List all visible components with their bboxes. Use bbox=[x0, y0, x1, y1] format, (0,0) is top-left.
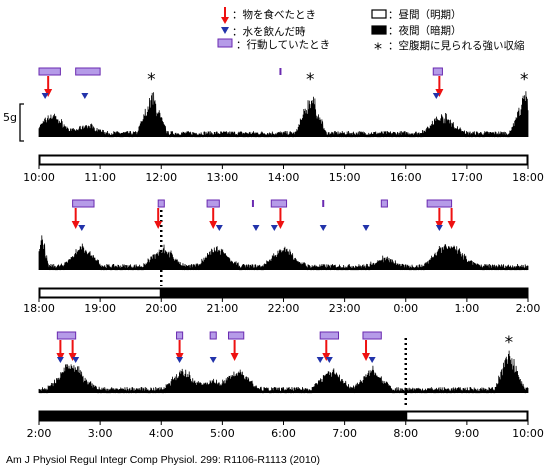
tick-label: 2:00 bbox=[27, 427, 52, 440]
drink-marker bbox=[215, 225, 223, 231]
eat-arrow-head bbox=[209, 221, 218, 229]
activity-marker bbox=[72, 199, 95, 208]
tick-label: 4:00 bbox=[149, 427, 174, 440]
legend-night: ：夜間（暗期） bbox=[388, 24, 462, 37]
light-period-bar bbox=[40, 289, 160, 297]
contraction-asterisk: * bbox=[306, 70, 315, 90]
contraction-asterisk: * bbox=[147, 70, 156, 90]
drink-marker bbox=[432, 93, 440, 99]
tick-label: 14:00 bbox=[268, 171, 300, 184]
tick-label: 8:00 bbox=[393, 427, 418, 440]
drink-marker bbox=[209, 357, 217, 363]
activity-marker bbox=[362, 331, 382, 340]
activity-marker bbox=[176, 331, 184, 340]
legend: ：物を食べたとき ：水を飲んだ時 ：行動していたとき ：昼間（明期） ：夜間（暗… bbox=[217, 7, 525, 58]
activity-marker bbox=[38, 67, 61, 76]
drink-marker bbox=[72, 357, 80, 363]
eat-arrow-icon bbox=[221, 7, 229, 24]
light-period-bar bbox=[40, 156, 527, 164]
activity-marker bbox=[157, 199, 165, 208]
tick-label: 23:00 bbox=[329, 302, 361, 315]
tick-label: 19:00 bbox=[84, 302, 116, 315]
tick-label: 9:00 bbox=[455, 427, 480, 440]
citation: Am J Physiol Regul Integr Comp Physiol. … bbox=[6, 454, 320, 466]
tick-label: 2:00 bbox=[516, 302, 541, 315]
tick-label: 5:00 bbox=[210, 427, 235, 440]
tick-label: 15:00 bbox=[329, 171, 361, 184]
legend-drink: ：水を飲んだ時 bbox=[232, 25, 306, 38]
activity-marker bbox=[319, 331, 340, 340]
contraction-asterisk: * bbox=[505, 333, 513, 353]
panel-2: 18:00 19:00 20:00 21:00 22:00 23:00 0:00 1:00 2:… bbox=[23, 199, 541, 315]
tick-label: 18:00 bbox=[23, 302, 55, 315]
panel-1: 10:00 11:00 12:00 13:00 14:00 15:00 16:00 17:00… bbox=[23, 67, 544, 184]
legend-eat: ：物を食べたとき bbox=[232, 8, 316, 21]
eat-arrow-head bbox=[154, 221, 163, 229]
tick-label: 12:00 bbox=[145, 171, 177, 184]
dark-box-icon bbox=[371, 25, 387, 35]
eat-arrow-head bbox=[71, 221, 80, 229]
tick-label: 20:00 bbox=[145, 302, 177, 315]
drink-marker bbox=[81, 93, 89, 99]
light-box-icon bbox=[371, 9, 387, 19]
tick-label: 0:00 bbox=[393, 302, 418, 315]
activity-marker bbox=[270, 199, 288, 208]
drink-marker bbox=[252, 225, 260, 231]
eat-arrow-head bbox=[362, 353, 371, 361]
drink-marker bbox=[325, 357, 333, 363]
panel-3: 2:00 3:00 4:00 5:00 6:00 7:00 8:00 9:00 10:00 * bbox=[27, 331, 544, 440]
tick-label: 16:00 bbox=[390, 171, 422, 184]
scale-bar: 5g bbox=[3, 103, 24, 142]
activity-marker bbox=[206, 199, 220, 208]
trace bbox=[38, 235, 529, 271]
drink-marker bbox=[41, 93, 49, 99]
legend-active: ：行動していたとき bbox=[236, 38, 330, 51]
trace bbox=[38, 350, 529, 394]
panels: 10:00 11:00 12:00 13:00 14:00 15:00 16:00 17:00… bbox=[23, 67, 544, 440]
activity-marker bbox=[209, 331, 217, 340]
tick-label: 10:00 bbox=[23, 171, 55, 184]
tick-label: 21:00 bbox=[207, 302, 239, 315]
activity-marker bbox=[56, 331, 77, 340]
tick-label: 13:00 bbox=[207, 171, 239, 184]
drink-marker bbox=[319, 225, 327, 231]
tick-label: 18:00 bbox=[512, 171, 544, 184]
drink-marker bbox=[78, 225, 86, 231]
tick-label: 6:00 bbox=[271, 427, 296, 440]
activity-marker bbox=[75, 67, 101, 76]
legend-contraction: ：空腹期に見られる強い収縮 bbox=[388, 39, 525, 52]
tick-label: 7:00 bbox=[332, 427, 357, 440]
legend-day: ：昼間（明期） bbox=[388, 9, 462, 21]
activity-marker bbox=[227, 331, 245, 340]
active-hatch-icon bbox=[217, 38, 233, 48]
contraction-asterisk: * bbox=[520, 70, 529, 90]
light-period-bar bbox=[407, 412, 527, 420]
activity-marker bbox=[380, 199, 388, 208]
drink-marker bbox=[56, 357, 64, 363]
scale-label: 5g bbox=[3, 111, 17, 124]
eat-arrow-head bbox=[230, 353, 239, 361]
drink-marker bbox=[362, 225, 370, 231]
tick-label: 22:00 bbox=[268, 302, 300, 315]
tick-label: 3:00 bbox=[88, 427, 113, 440]
drink-marker bbox=[368, 357, 376, 363]
eat-arrow-head bbox=[276, 221, 285, 229]
drink-marker bbox=[176, 357, 184, 363]
trace bbox=[38, 91, 529, 138]
tick-label: 1:00 bbox=[455, 302, 480, 315]
activity-marker bbox=[426, 199, 453, 208]
drink-marker bbox=[435, 225, 443, 231]
tick-label: 10:00 bbox=[512, 427, 544, 440]
activity-marker bbox=[432, 67, 443, 76]
drink-triangle-icon bbox=[221, 27, 229, 34]
tick-label: 11:00 bbox=[84, 171, 116, 184]
drink-marker bbox=[270, 225, 278, 231]
drink-marker bbox=[316, 357, 324, 363]
tick-label: 17:00 bbox=[451, 171, 483, 184]
eat-arrow-head bbox=[447, 221, 456, 229]
asterisk-icon: * bbox=[374, 39, 382, 58]
